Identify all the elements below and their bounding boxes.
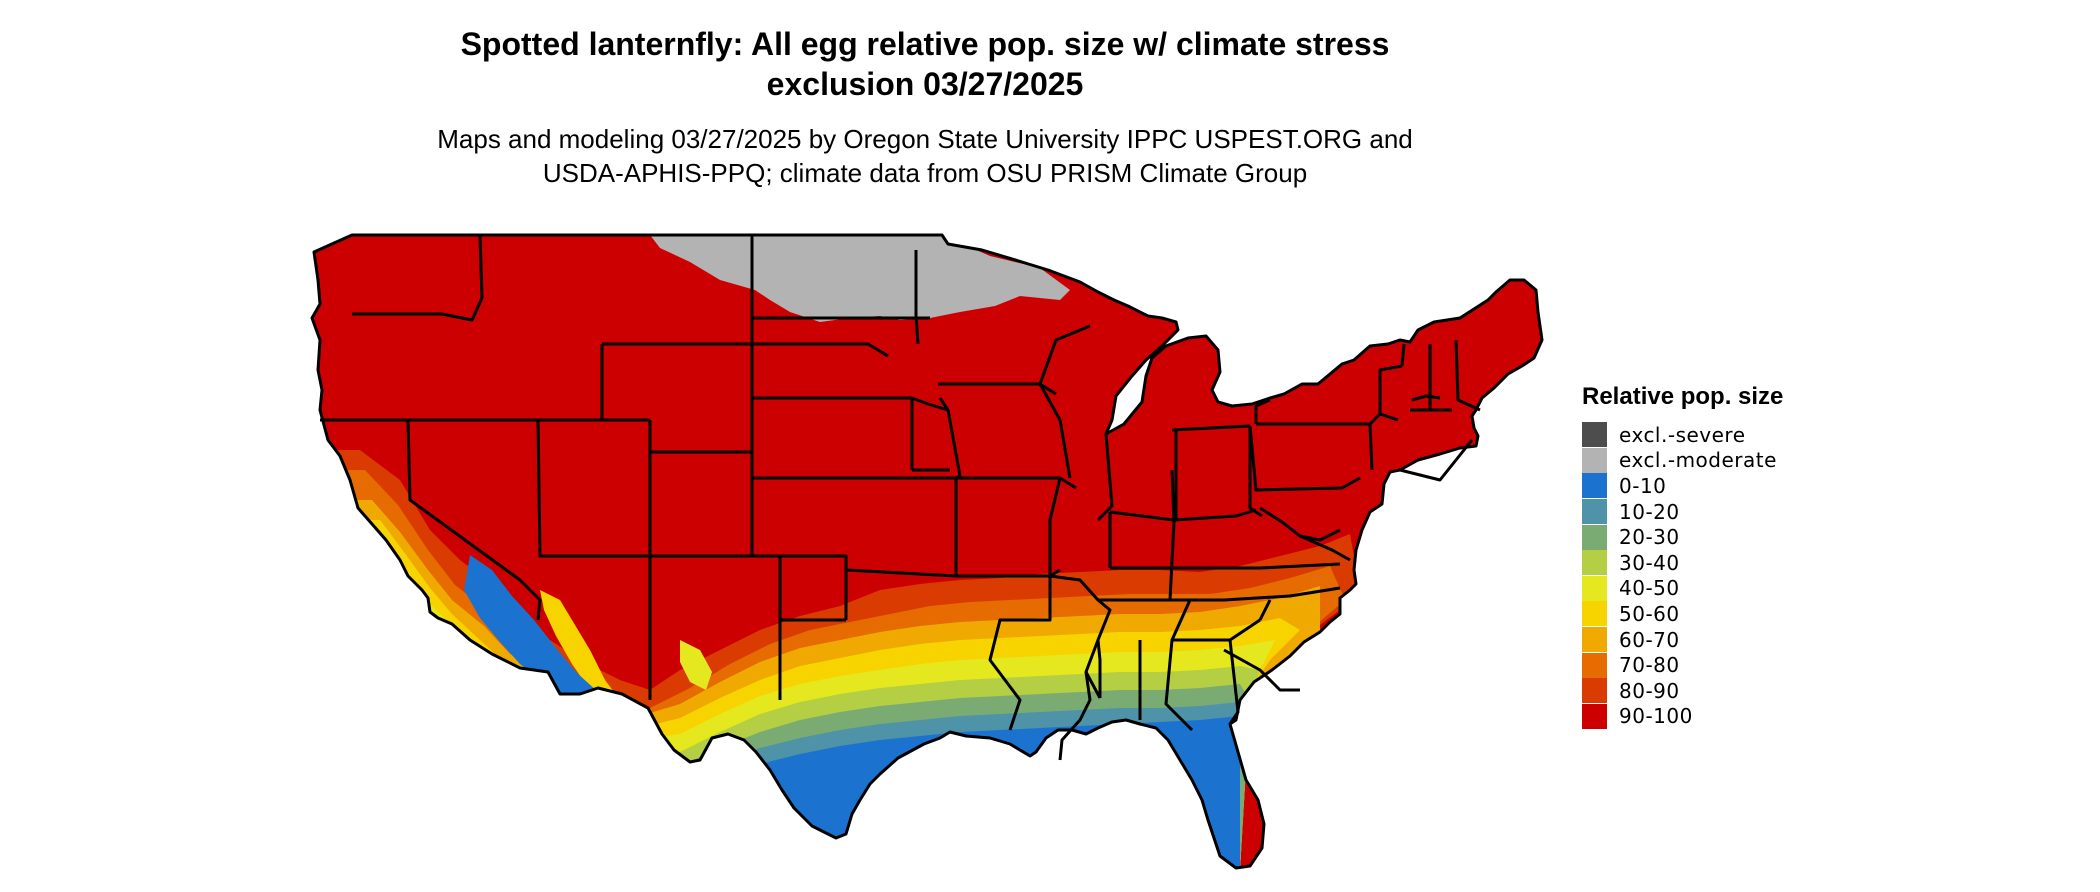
legend-swatch <box>1582 575 1607 601</box>
map-subtitle: Maps and modeling 03/27/2025 by Oregon S… <box>390 122 1460 190</box>
legend-swatch <box>1582 652 1607 678</box>
legend-swatch <box>1582 678 1607 704</box>
legend-item: 90-100 <box>1582 703 1942 730</box>
legend-label: excl.-severe <box>1619 422 1746 447</box>
legend-swatch <box>1582 524 1607 550</box>
legend-item: 10-20 <box>1582 499 1942 525</box>
legend-swatch <box>1582 499 1607 525</box>
legend-item: 40-50 <box>1582 575 1942 602</box>
legend-label: 50-60 <box>1619 601 1680 626</box>
legend-label: 20-30 <box>1619 525 1680 550</box>
legend-item: 50-60 <box>1582 601 1942 627</box>
legend-label: 60-70 <box>1619 627 1680 652</box>
legend-item: excl.-moderate <box>1582 447 1942 474</box>
legend-swatch <box>1582 422 1607 448</box>
legend-label: 80-90 <box>1619 678 1680 703</box>
legend-label: 30-40 <box>1619 550 1680 575</box>
legend-label: 40-50 <box>1619 576 1680 601</box>
legend-item: 20-30 <box>1582 524 1942 550</box>
legend-label: 0-10 <box>1619 473 1667 498</box>
map-title-line-1: Spotted lanternfly: All egg relative pop… <box>460 26 1390 62</box>
legend-swatch <box>1582 447 1607 473</box>
legend-swatch <box>1582 601 1607 627</box>
legend-swatch <box>1582 550 1607 576</box>
legend-label: 10-20 <box>1619 499 1680 524</box>
map-title: Spotted lanternfly: All egg relative pop… <box>390 24 1460 104</box>
arizona-blue-patch <box>464 555 612 708</box>
legend-item: 70-80 <box>1582 652 1942 678</box>
map-subtitle-line-1: Maps and modeling 03/27/2025 by Oregon S… <box>437 124 1413 154</box>
state-boundaries <box>310 233 1544 870</box>
legend-label: 90-100 <box>1619 704 1693 729</box>
legend-item: 30-40 <box>1582 550 1942 576</box>
legend-item: 0-10 <box>1582 473 1942 499</box>
map-title-line-2: exclusion 03/27/2025 <box>766 66 1084 102</box>
suitability-fill <box>312 235 1542 868</box>
map-subtitle-line-2: USDA-APHIS-PPQ; climate data from OSU PR… <box>542 158 1308 188</box>
legend-item: 80-90 <box>1582 678 1942 704</box>
legend-label: excl.-moderate <box>1619 448 1777 473</box>
legend-items: excl.-severe excl.-moderate 0-10 10-20 20-30… <box>1582 422 1942 729</box>
southwest-yellow-patch <box>540 590 620 706</box>
fill-base-90-100 <box>312 235 1542 868</box>
legend-title: Relative pop. size <box>1582 383 1784 410</box>
legend-label: 70-80 <box>1619 653 1680 678</box>
new-mexico-yellow-patch <box>680 640 712 690</box>
legend-swatch <box>1582 627 1607 653</box>
legend-item: 60-70 <box>1582 627 1942 653</box>
northern-exclusion-zone <box>650 235 1070 322</box>
map-legend: Relative pop. size excl.-severe excl.-mod… <box>1582 382 1942 729</box>
legend-item: excl.-severe <box>1582 422 1942 448</box>
legend-swatch <box>1582 703 1607 729</box>
legend-swatch <box>1582 473 1607 499</box>
